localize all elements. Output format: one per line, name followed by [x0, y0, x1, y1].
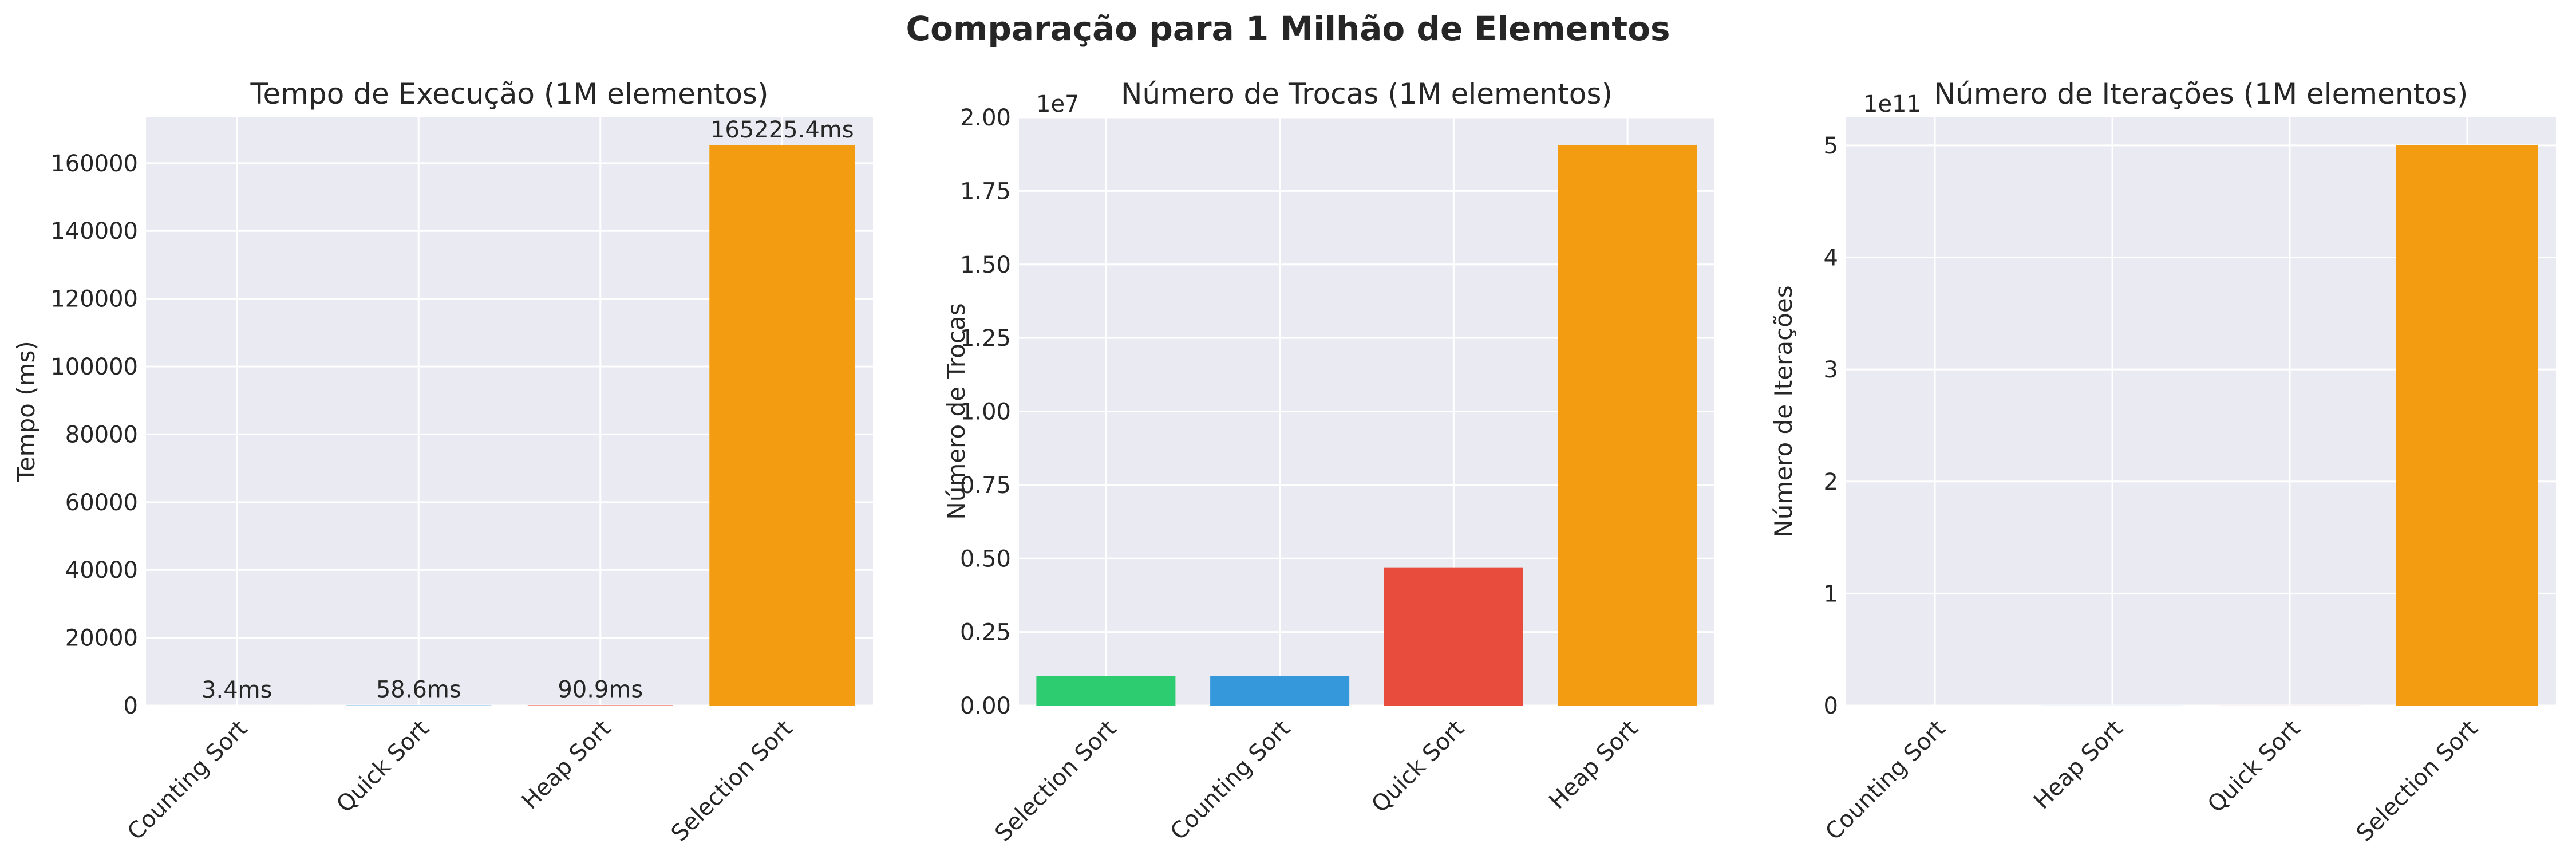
chart-panels: 3.4ms 58.6ms 90.9ms 165225.4ms 0 20000 40000 60…	[12, 77, 2556, 847]
x-tick-label: Quick Sort	[1366, 715, 1469, 818]
bar-heap-sort	[527, 705, 673, 706]
y-tick-label: 120000	[50, 286, 138, 313]
chart-title: Número de Iterações (1M elementos)	[1934, 77, 2468, 111]
y-tick-label: 0	[124, 693, 138, 719]
y-tick-label: 5	[1824, 133, 1838, 159]
y-tick-label: 100000	[50, 354, 138, 380]
y-axis-label: Tempo (ms)	[12, 341, 40, 483]
y-tick-label: 3	[1824, 357, 1838, 383]
y-tick-label: 0	[1824, 693, 1838, 719]
x-tick-label: Counting Sort	[1820, 715, 1950, 845]
y-tick-label: 0.00	[960, 693, 1011, 719]
x-tick-label: Selection Sort	[2352, 715, 2483, 847]
x-tick-label: Heap Sort	[517, 715, 616, 814]
y-tick-label: 4	[1824, 245, 1838, 271]
y-tick-label: 0.75	[960, 472, 1011, 499]
y-tick-label: 140000	[50, 218, 138, 245]
x-tick-label: Heap Sort	[1544, 715, 1643, 814]
y-tick-label: 0.25	[960, 620, 1011, 646]
x-tick-label: Selection Sort	[666, 715, 798, 847]
y-tick-label: 1.75	[960, 178, 1011, 204]
bar-value-label: 58.6ms	[376, 677, 461, 703]
x-tick-label: Counting Sort	[123, 715, 252, 845]
x-tick-label: Heap Sort	[2029, 715, 2128, 814]
y-axis-label: Número de Iterações	[1769, 285, 1797, 537]
y-tick-label: 60000	[65, 490, 138, 516]
bar-value-label: 165225.4ms	[710, 117, 854, 143]
y-tick-label: 20000	[65, 625, 138, 652]
bar-selection-sort	[709, 145, 855, 706]
x-tick-label: Selection Sort	[990, 715, 1121, 847]
x-tick-label: Quick Sort	[331, 715, 434, 818]
chart-title: Número de Trocas (1M elementos)	[1121, 77, 1613, 111]
x-tick-label: Quick Sort	[2203, 715, 2305, 818]
chart-panel-3: 0 1 2 3 4 5 Counting Sort Heap Sort Quick Sort Se…	[1769, 77, 2556, 847]
y-tick-label: 160000	[50, 151, 138, 177]
chart-title: Tempo de Execução (1M elementos)	[250, 77, 768, 111]
bar-selection-sort	[1036, 676, 1176, 706]
chart-panel-1: 3.4ms 58.6ms 90.9ms 165225.4ms 0 20000 40000 60…	[12, 77, 873, 847]
axis-offset-text: 1e7	[1036, 91, 1080, 117]
bar-heap-sort	[1558, 145, 1697, 706]
y-tick-label: 40000	[65, 557, 138, 584]
bar-quick-sort	[1384, 567, 1523, 706]
bar-counting-sort	[1210, 676, 1350, 706]
axis-offset-text: 1e11	[1863, 91, 1921, 117]
y-tick-label: 80000	[65, 421, 138, 448]
bar-selection-sort	[2396, 145, 2538, 706]
y-tick-label: 1.50	[960, 252, 1011, 278]
x-tick-label: Counting Sort	[1165, 715, 1295, 845]
y-tick-label: 1.25	[960, 325, 1011, 352]
y-tick-label: 0.50	[960, 546, 1011, 572]
figure-title: Comparação para 1 Milhão de Elementos	[906, 9, 1670, 48]
y-tick-label: 1.00	[960, 399, 1011, 425]
chart-panel-2: 0.00 0.25 0.50 0.75 1.00 1.25 1.50 1.75 2.00 Sele…	[942, 77, 1714, 847]
y-axis-label: Número de Trocas	[942, 303, 970, 519]
y-tick-label: 2	[1824, 469, 1838, 495]
bar-value-label: 90.9ms	[558, 676, 643, 703]
y-tick-label: 2.00	[960, 105, 1011, 131]
y-tick-label: 1	[1824, 581, 1838, 607]
bar-value-label: 3.4ms	[202, 677, 272, 703]
